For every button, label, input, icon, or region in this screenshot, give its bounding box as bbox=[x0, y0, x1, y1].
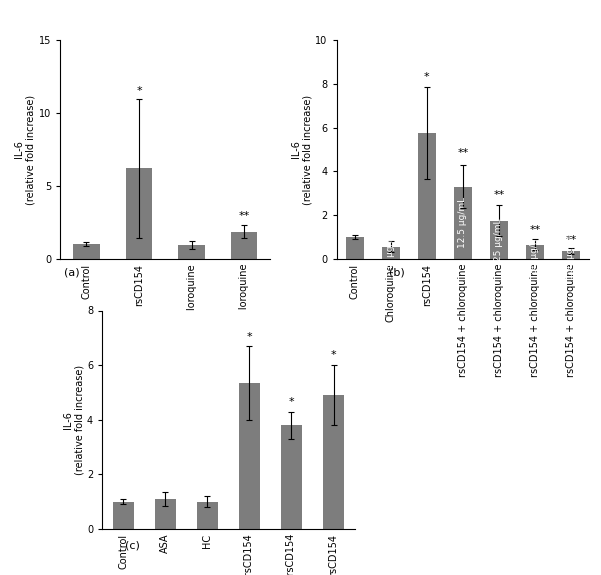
Text: *: * bbox=[331, 350, 337, 360]
Bar bbox=[197, 501, 218, 529]
Bar bbox=[490, 220, 508, 259]
Text: **: ** bbox=[239, 211, 250, 221]
Text: *: * bbox=[288, 397, 294, 408]
Y-axis label: IL-6
(relative fold increase): IL-6 (relative fold increase) bbox=[63, 365, 84, 475]
Text: 25 μg/mL: 25 μg/mL bbox=[495, 218, 503, 261]
Bar bbox=[454, 187, 472, 259]
Bar bbox=[281, 426, 302, 529]
Bar bbox=[526, 244, 544, 259]
Text: 100 μg/mL: 100 μg/mL bbox=[386, 228, 395, 277]
Bar bbox=[155, 499, 175, 529]
Text: *: * bbox=[136, 86, 142, 95]
Text: **: ** bbox=[457, 148, 468, 158]
Bar bbox=[113, 501, 133, 529]
Bar bbox=[382, 247, 400, 259]
Text: 50 μg/mL: 50 μg/mL bbox=[531, 231, 539, 273]
Text: (b): (b) bbox=[389, 267, 404, 277]
Y-axis label: IL-6
(relative fold increase): IL-6 (relative fold increase) bbox=[14, 94, 36, 205]
Text: *: * bbox=[424, 72, 430, 82]
Bar bbox=[126, 168, 152, 259]
Bar bbox=[239, 383, 260, 529]
Bar bbox=[323, 395, 344, 529]
Text: 100 μg/mL: 100 μg/mL bbox=[567, 231, 575, 279]
Y-axis label: IL-6
(relative fold increase): IL-6 (relative fold increase) bbox=[291, 94, 313, 205]
Bar bbox=[346, 237, 364, 259]
Bar bbox=[562, 251, 580, 259]
Bar bbox=[73, 244, 100, 259]
Text: **: ** bbox=[529, 225, 540, 235]
Text: (a): (a) bbox=[64, 267, 80, 277]
Bar bbox=[178, 245, 205, 259]
Text: *: * bbox=[246, 332, 252, 342]
Bar bbox=[231, 232, 257, 259]
Text: (c): (c) bbox=[125, 540, 139, 550]
Text: 12.5 μg/mL: 12.5 μg/mL bbox=[459, 197, 467, 248]
Text: **: ** bbox=[493, 190, 504, 200]
Text: **: ** bbox=[566, 235, 576, 244]
Bar bbox=[418, 133, 436, 259]
